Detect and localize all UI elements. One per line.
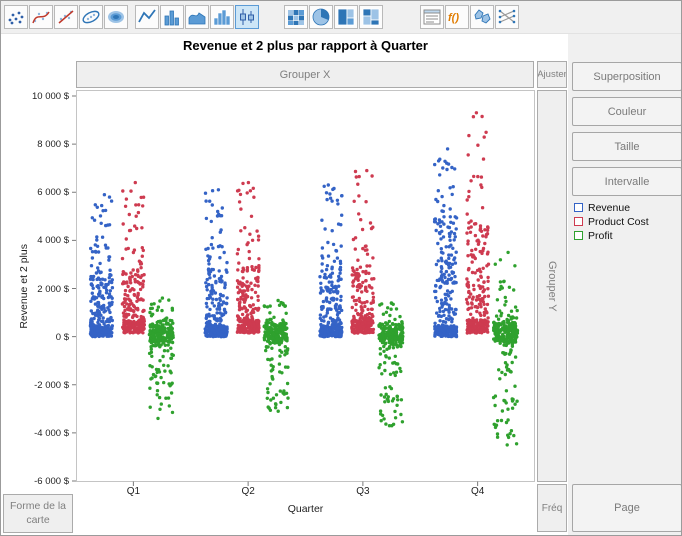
area-icon[interactable] — [185, 5, 209, 29]
legend-label: Revenue — [588, 201, 631, 214]
toolbar: f() — [1, 1, 681, 34]
x-tick-label: Q3 — [356, 486, 370, 497]
drop-zone-group-y-label: Grouper Y — [546, 260, 558, 312]
mosaic-icon[interactable] — [359, 5, 383, 29]
parallel-plot-icon[interactable] — [495, 5, 519, 29]
legend-marker — [574, 217, 583, 226]
x-axis-tick-labels: Q1 Q2 Q3 Q4 — [76, 486, 535, 498]
y-tick-label: -4 000 $ — [34, 427, 69, 439]
drop-zone-adjust[interactable]: Ajuster — [537, 61, 567, 88]
y-tick-label: 4 000 $ — [37, 235, 69, 247]
drop-zone-map-shape[interactable]: Forme de la carte — [3, 494, 73, 533]
heatmap-icon[interactable] — [284, 5, 308, 29]
drop-zone-interval[interactable]: Intervalle — [572, 167, 681, 196]
drop-zone-freq[interactable]: Fréq — [537, 484, 567, 532]
drop-zone-color[interactable]: Couleur — [572, 97, 681, 126]
legend-marker — [574, 231, 583, 240]
formula-icon[interactable]: f() — [445, 5, 469, 29]
legend-item[interactable]: Product Cost — [574, 215, 680, 228]
plot-area[interactable] — [72, 90, 535, 486]
x-axis-title: Quarter — [287, 503, 324, 515]
scatter-plot-canvas[interactable] — [72, 90, 535, 486]
caption-box-icon[interactable] — [420, 5, 444, 29]
box-plot-icon[interactable] — [235, 5, 259, 29]
x-tick-label: Q1 — [126, 486, 141, 497]
ellipse-icon[interactable] — [79, 5, 103, 29]
svg-text:f(): f() — [448, 12, 459, 24]
points-icon[interactable] — [4, 5, 28, 29]
smoother-icon[interactable] — [29, 5, 53, 29]
drop-zone-group-x[interactable]: Grouper X — [76, 61, 534, 88]
y-axis-title: Revenue et 2 plus — [18, 243, 30, 329]
line-icon[interactable] — [135, 5, 159, 29]
histogram-icon[interactable] — [210, 5, 234, 29]
y-axis-tick-labels: 10 000 $ 8 000 $ 6 000 $ 4 000 $ 2 000 $ 0 $ -… — [31, 90, 69, 487]
legend-item[interactable]: Revenue — [574, 201, 680, 214]
pie-icon[interactable] — [309, 5, 333, 29]
legend-label: Product Cost — [588, 215, 649, 228]
drop-zone-overlay[interactable]: Superposition — [572, 62, 681, 91]
y-tick-label: 6 000 $ — [37, 187, 69, 199]
y-tick-label: 10 000 $ — [32, 91, 69, 102]
x-tick-label: Q4 — [470, 486, 485, 497]
map-shapes-icon[interactable] — [470, 5, 494, 29]
bar-icon[interactable] — [160, 5, 184, 29]
legend-marker — [574, 203, 583, 212]
drop-zone-page[interactable]: Page — [572, 484, 681, 532]
contour-icon[interactable] — [104, 5, 128, 29]
x-tick-label: Q2 — [241, 486, 255, 497]
line-of-fit-icon[interactable] — [54, 5, 78, 29]
y-tick-label: 2 000 $ — [37, 283, 69, 295]
drop-zone-group-y[interactable]: Grouper Y — [537, 90, 567, 482]
legend-item[interactable]: Profit — [574, 229, 680, 242]
y-tick-label: -2 000 $ — [34, 379, 69, 391]
treemap-icon[interactable] — [334, 5, 358, 29]
legend: Revenue Product Cost Profit — [574, 202, 680, 244]
drop-zone-size[interactable]: Taille — [572, 132, 681, 161]
y-tick-label: 8 000 $ — [37, 139, 69, 151]
legend-label: Profit — [588, 229, 613, 242]
y-tick-label: 0 $ — [55, 331, 69, 343]
chart-title: Revenue et 2 plus par rapport à Quarter — [183, 38, 428, 53]
y-tick-label: -6 000 $ — [34, 476, 69, 487]
